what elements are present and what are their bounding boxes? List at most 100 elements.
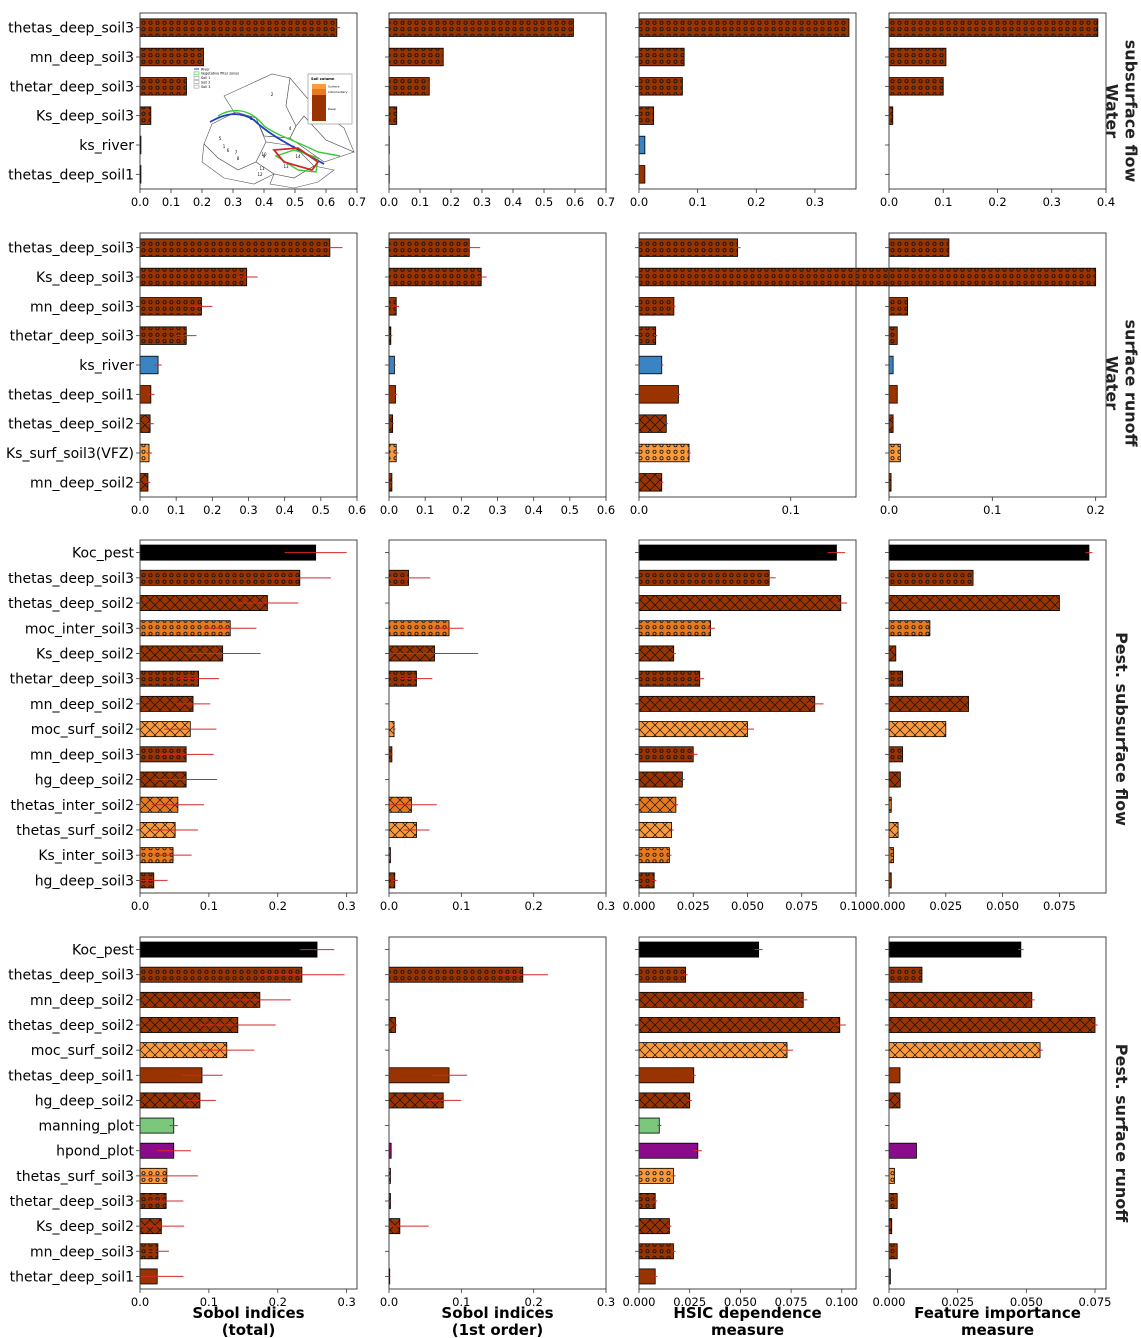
x-tick-label: 0.3 bbox=[338, 1295, 356, 1309]
x-tick-label: 0.3 bbox=[806, 195, 824, 209]
category-label: thetas_surf_soil3 bbox=[16, 1169, 134, 1185]
x-tick-label: 0.7 bbox=[348, 195, 366, 209]
bar bbox=[638, 1042, 788, 1059]
category-label: thetas_deep_soil3 bbox=[8, 571, 134, 587]
row-title-line: Pest. subsurface flow bbox=[1112, 632, 1131, 826]
x-tick-label: 0.000 bbox=[623, 1295, 656, 1309]
bar bbox=[638, 297, 675, 316]
panel-4-3: 0.000 0.025 0.050 0.075 0.100 bbox=[623, 936, 858, 1309]
category-label: manning_plot bbox=[39, 1119, 135, 1135]
x-tick-label: 0.025 bbox=[673, 1295, 706, 1309]
bar bbox=[139, 18, 338, 37]
x-tick-label: 0.2 bbox=[193, 195, 211, 209]
axes-frame bbox=[388, 539, 607, 894]
column-titles: Sobol indices(total)Sobol indices(1st or… bbox=[192, 1304, 1081, 1338]
legend-label: Soil 2 bbox=[201, 81, 210, 85]
bar bbox=[388, 18, 574, 37]
bar bbox=[888, 1017, 1096, 1033]
x-tick-label: 0.075 bbox=[1079, 1295, 1112, 1309]
x-tick-label: 0.000 bbox=[873, 1295, 906, 1309]
panel-2-4: 0.0 0.1 0.2 bbox=[880, 232, 1107, 517]
legend-swatch bbox=[193, 76, 200, 80]
bar bbox=[638, 746, 694, 763]
bar bbox=[388, 106, 398, 125]
panel-1-3: 0.0 0.1 0.2 0.3 bbox=[630, 12, 857, 209]
x-tick-label: 0.3 bbox=[488, 503, 506, 517]
bar bbox=[638, 1193, 656, 1209]
bar bbox=[888, 620, 931, 637]
x-tick-label: 0.5 bbox=[312, 503, 330, 517]
x-tick-label: 0.025 bbox=[941, 1295, 974, 1309]
x-tick-label: 0.2 bbox=[442, 195, 460, 209]
category-label: Ks_deep_soil2 bbox=[36, 646, 134, 662]
bar bbox=[888, 106, 894, 125]
x-tick-label: 0.5 bbox=[561, 503, 579, 517]
bar bbox=[638, 966, 687, 983]
x-tick-label: 0.100 bbox=[825, 1295, 858, 1309]
category-label: ks_river bbox=[79, 358, 134, 374]
highlight-zone bbox=[272, 147, 320, 172]
row-title: Pest. subsurface flow bbox=[1112, 632, 1131, 826]
category-label: mn_deep_soil3 bbox=[30, 747, 134, 763]
panel-2-2: 0.0 0.1 0.2 0.3 0.4 0.5 0.6 bbox=[380, 232, 615, 517]
category-label: ks_river bbox=[79, 138, 134, 154]
x-tick-label: 0.1 bbox=[452, 899, 470, 913]
x-tick-label: 0.1 bbox=[452, 1295, 470, 1309]
soil-layer-swatch bbox=[312, 95, 326, 121]
legend-swatch bbox=[193, 84, 200, 89]
category-label: mn_deep_soil3 bbox=[30, 1244, 134, 1260]
axes-frame bbox=[888, 539, 1107, 894]
bar bbox=[638, 77, 683, 96]
bar bbox=[888, 267, 1097, 287]
bar bbox=[888, 746, 904, 763]
soil-legend-title: Soil column bbox=[311, 77, 335, 81]
soil-layer-label: Intermediary bbox=[328, 90, 348, 94]
category-label: Ks_surf_soil3(VFZ) bbox=[6, 446, 134, 462]
x-tick-label: 0.1 bbox=[782, 503, 800, 517]
category-label: moc_inter_soil3 bbox=[25, 621, 134, 637]
x-tick-label: 0.0 bbox=[880, 195, 898, 209]
x-tick-label: 0.3 bbox=[473, 195, 491, 209]
zone-number: 3 bbox=[250, 116, 253, 121]
category-label: thetar_deep_soil3 bbox=[10, 79, 134, 95]
x-tick-label: 0.4 bbox=[255, 195, 273, 209]
panel-3-4: 0.000 0.025 0.050 0.075 bbox=[873, 539, 1107, 913]
x-tick-label: 0.0 bbox=[131, 195, 149, 209]
panel-3-2: 0.0 0.1 0.2 0.3 bbox=[380, 539, 615, 913]
x-tick-label: 0.3 bbox=[597, 1295, 615, 1309]
x-tick-label: 0.1 bbox=[983, 503, 1001, 517]
x-tick-label: 0.5 bbox=[286, 195, 304, 209]
x-tick-label: 0.025 bbox=[677, 899, 710, 913]
category-label: thetas_inter_soil2 bbox=[10, 798, 134, 814]
bar bbox=[638, 872, 655, 889]
bar bbox=[638, 385, 679, 404]
axes-frame bbox=[638, 539, 857, 894]
x-tick-label: 0.1 bbox=[934, 195, 952, 209]
bar bbox=[638, 1017, 841, 1033]
zone-number: 5 bbox=[219, 136, 222, 141]
bar bbox=[888, 47, 947, 67]
zone-number: 14 bbox=[295, 154, 301, 159]
bar bbox=[888, 297, 909, 316]
vegetative-filter-zone bbox=[274, 149, 319, 173]
bar bbox=[638, 238, 739, 257]
bar bbox=[888, 991, 1033, 1008]
zone-number: 10 bbox=[261, 152, 267, 157]
category-label: mn_deep_soil3 bbox=[30, 50, 134, 66]
category-label: Koc_pest bbox=[72, 546, 135, 562]
x-tick-label: 0.0 bbox=[380, 503, 398, 517]
axes-frame bbox=[888, 936, 1107, 1290]
legend-label: River bbox=[201, 67, 210, 71]
bar bbox=[638, 443, 690, 463]
category-label: thetas_deep_soil3 bbox=[8, 241, 134, 257]
x-tick-label: 0.2 bbox=[203, 503, 221, 517]
x-tick-label: 0.1 bbox=[200, 899, 218, 913]
x-tick-label: 0.050 bbox=[731, 899, 764, 913]
bar bbox=[388, 47, 444, 67]
zone-number: 6 bbox=[227, 148, 230, 153]
bar bbox=[638, 822, 672, 838]
axes-frame bbox=[139, 539, 358, 894]
bar bbox=[139, 1117, 175, 1134]
